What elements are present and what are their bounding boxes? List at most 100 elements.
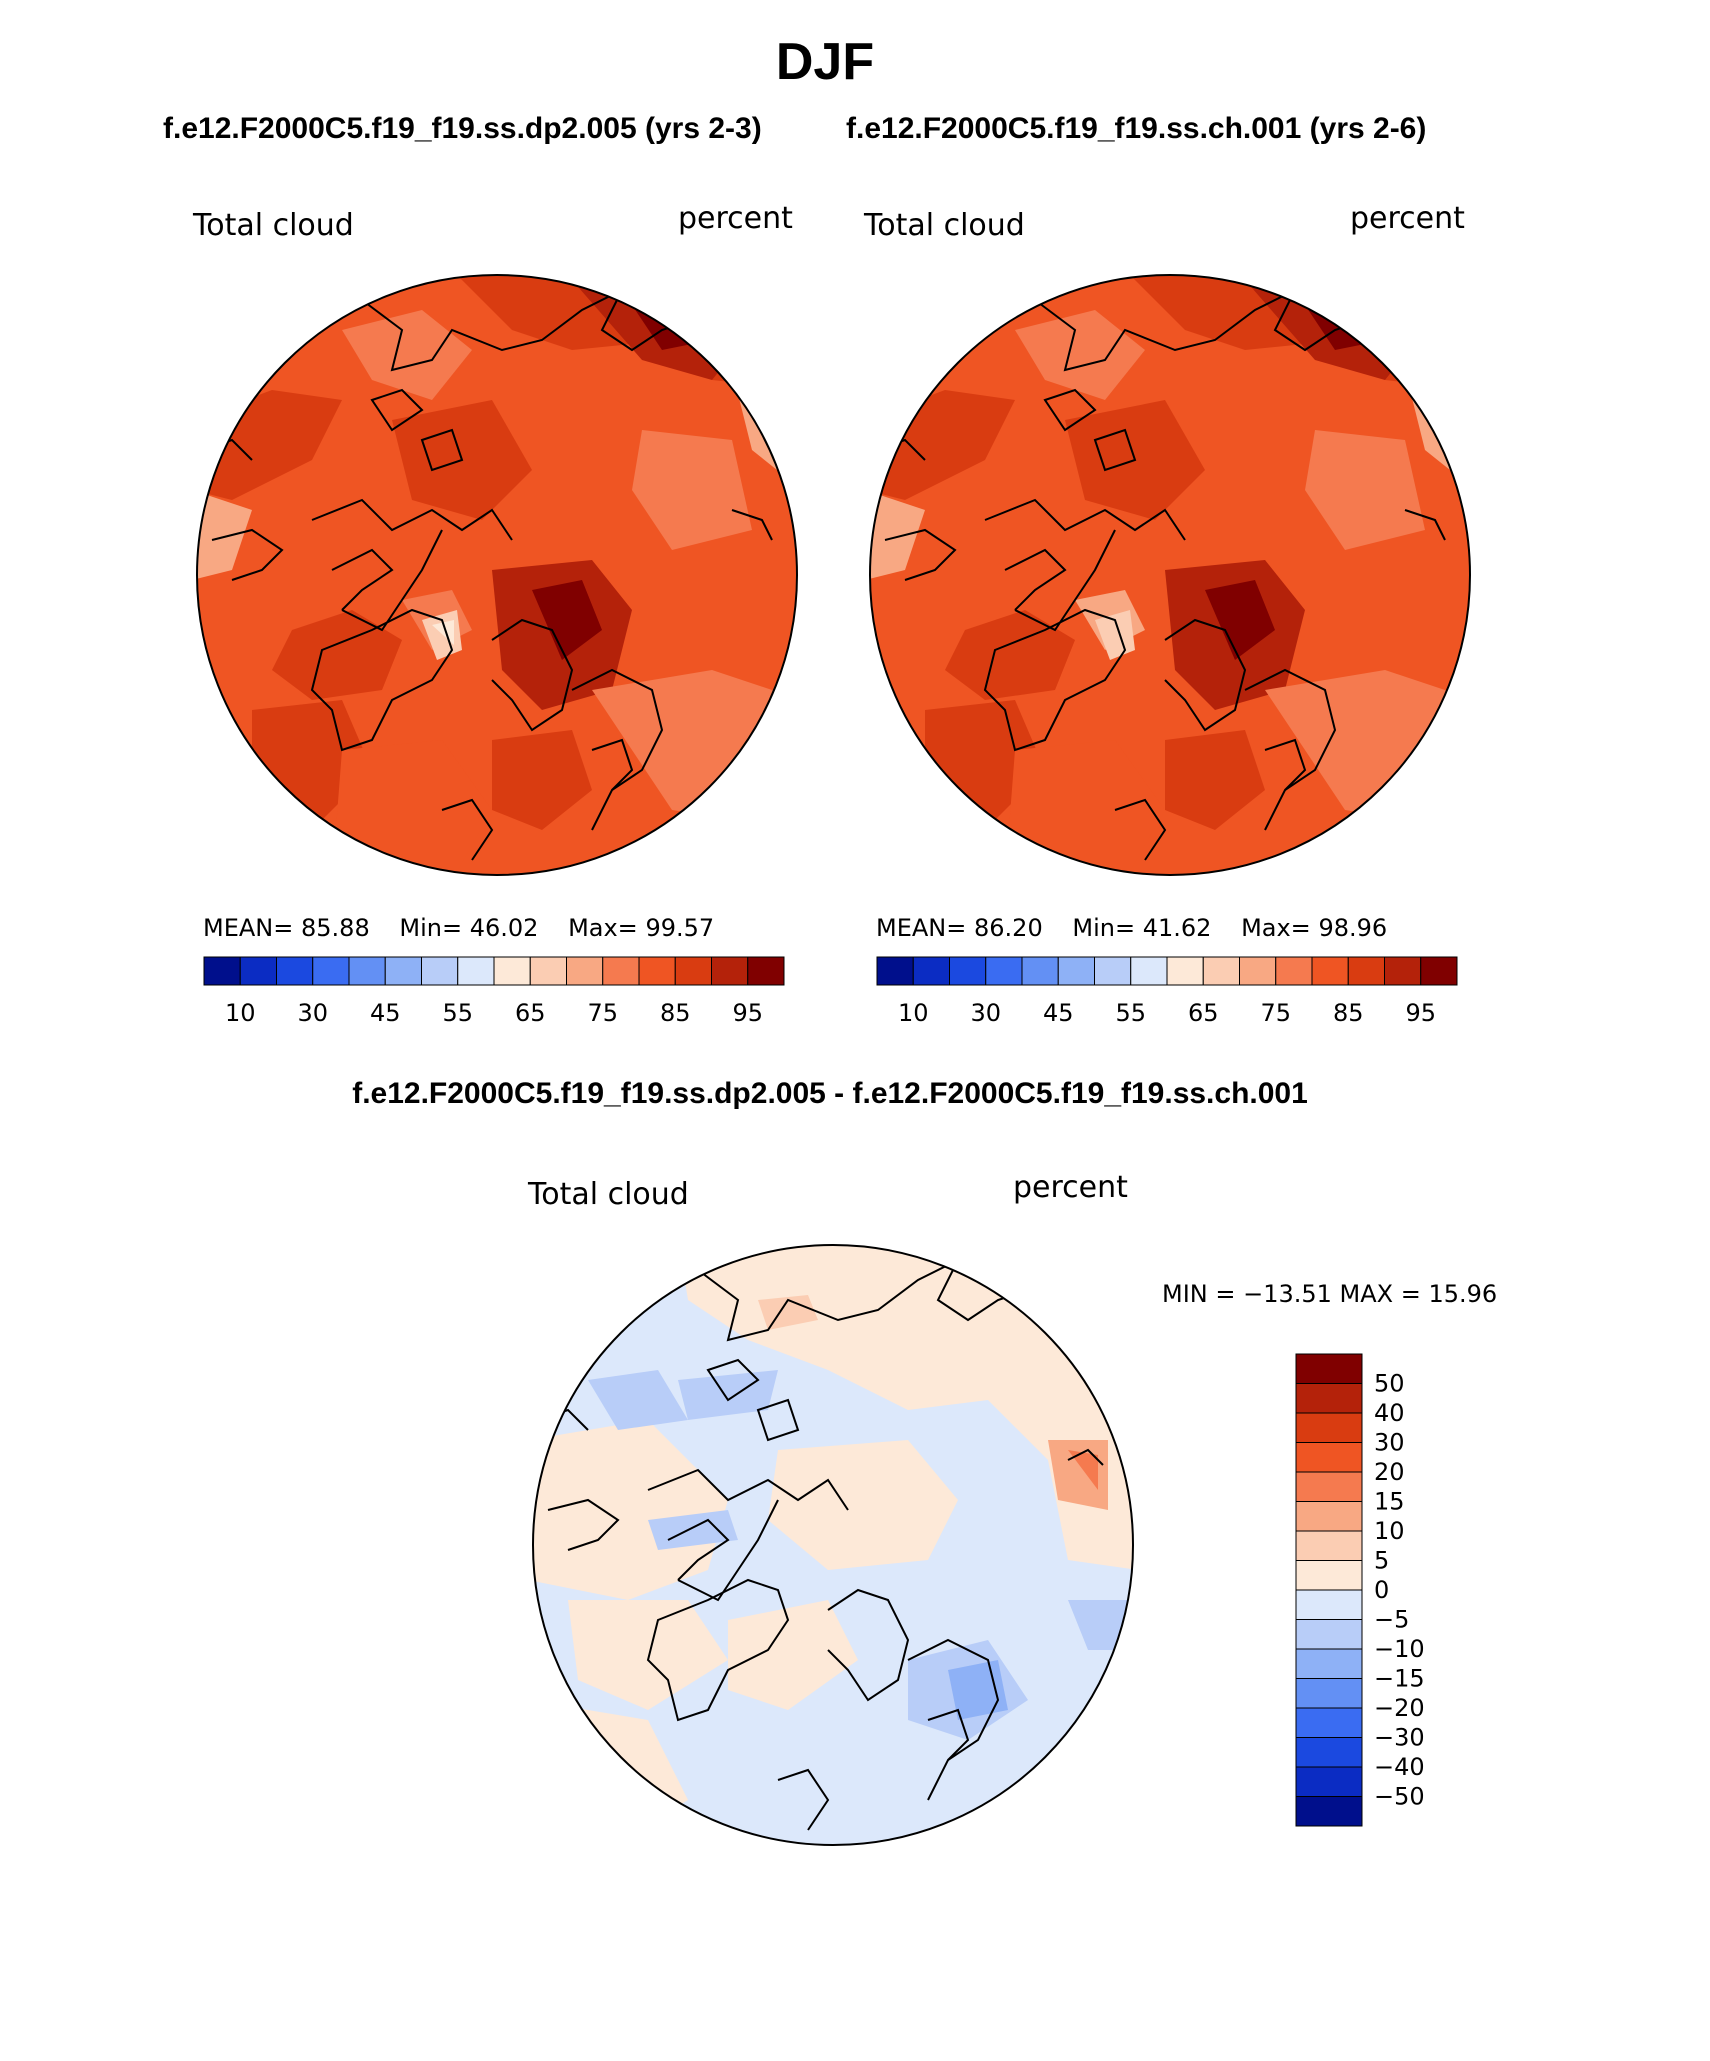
left-colorbar-swatch [493, 956, 531, 986]
difference-colorbar-swatch [1295, 1471, 1363, 1502]
left-colorbar-ticks: 10 30 45 55 65 75 85 95 [225, 999, 763, 1027]
left-colorbar-tick-label: 95 [732, 999, 763, 1027]
diff-variable-label: Total cloud [528, 1177, 689, 1212]
difference-colorbar-swatch [1295, 1648, 1363, 1679]
diff-minmax: MIN = −13.51 MAX = 15.96 [1162, 1280, 1498, 1308]
difference-colorbar-swatch [1295, 1796, 1363, 1827]
right-colorbar-ticks: 10 30 45 55 65 75 85 95 [898, 999, 1436, 1027]
difference-colorbar-swatch [1295, 1678, 1363, 1709]
difference-polar-map [532, 1244, 1134, 1846]
right-colorbar-swatch [1311, 956, 1349, 986]
right-colorbar-tick-label: 85 [1333, 999, 1364, 1027]
difference-colorbar-tick-label: 0 [1374, 1576, 1389, 1604]
left-min-label: Min= [399, 914, 463, 942]
right-min-value: 41.62 [1142, 914, 1212, 942]
right-case-subtitle: f.e12.F2000C5.f19_f19.ss.ch.001 (yrs 2-6… [846, 112, 1427, 145]
left-colorbar-swatch [566, 956, 604, 986]
difference-colorbar-swatch [1295, 1353, 1363, 1384]
left-colorbar-tick-label: 55 [442, 999, 473, 1027]
left-colorbar-tick-label: 45 [370, 999, 401, 1027]
difference-colorbar-tick-label: −10 [1374, 1635, 1425, 1663]
right-colorbar: 10 30 45 55 65 75 85 95 [876, 956, 1458, 1027]
difference-colorbar-swatch [1295, 1442, 1363, 1473]
difference-colorbar-swatch [1295, 1501, 1363, 1532]
right-colorbar-tick-label: 75 [1260, 999, 1291, 1027]
difference-colorbar-tick-label: 10 [1374, 1517, 1405, 1545]
left-colorbar: 10 30 45 55 65 75 85 95 [203, 956, 785, 1027]
right-colorbar-swatch [912, 956, 950, 986]
right-colorbar-swatch [985, 956, 1023, 986]
right-colorbar-tick-label: 10 [898, 999, 929, 1027]
right-colorbar-swatch [1384, 956, 1422, 986]
right-polar-map [869, 274, 1471, 876]
left-stats: MEAN= 85.88 Min= 46.02 Max= 99.57 [203, 914, 714, 942]
left-colorbar-swatch [457, 956, 495, 986]
left-colorbar-swatch [384, 956, 422, 986]
right-colorbar-swatch [1166, 956, 1204, 986]
right-colorbar-swatch [1094, 956, 1132, 986]
difference-colorbar-swatch [1295, 1707, 1363, 1738]
right-colorbar-swatch [876, 956, 914, 986]
left-case-subtitle: f.e12.F2000C5.f19_f19.ss.dp2.005 (yrs 2-… [163, 112, 762, 145]
difference-colorbar-tick-label: 30 [1374, 1429, 1405, 1457]
difference-colorbar-tick-label: 5 [1374, 1547, 1389, 1575]
difference-colorbar-swatch [1295, 1383, 1363, 1414]
difference-colorbar-tick-label: 50 [1374, 1370, 1405, 1398]
left-mean-value: 85.88 [301, 914, 370, 942]
right-colorbar-swatch [1057, 956, 1095, 986]
difference-colorbar-swatch [1295, 1619, 1363, 1650]
difference-colorbar-swatch [1295, 1412, 1363, 1443]
right-max-value: 98.96 [1318, 914, 1388, 942]
right-colorbar-swatch [1202, 956, 1240, 986]
right-colorbar-swatch [1420, 956, 1458, 986]
left-colorbar-swatch [529, 956, 567, 986]
right-colorbar-swatch [1239, 956, 1277, 986]
left-colorbar-swatches [203, 956, 785, 986]
left-colorbar-tick-label: 30 [297, 999, 328, 1027]
right-colorbar-swatch [1021, 956, 1059, 986]
difference-colorbar-tick-label: −5 [1374, 1606, 1409, 1634]
left-polar-map [196, 274, 798, 876]
left-colorbar-swatch [747, 956, 785, 986]
left-colorbar-swatch [312, 956, 350, 986]
right-colorbar-swatch [949, 956, 987, 986]
left-colorbar-swatch [348, 956, 386, 986]
difference-colorbar-tick-label: 40 [1374, 1399, 1405, 1427]
right-stats: MEAN= 86.20 Min= 41.62 Max= 98.96 [876, 914, 1387, 942]
right-colorbar-tick-label: 30 [970, 999, 1001, 1027]
figure-title: DJF [775, 33, 875, 91]
left-units-label: percent [678, 201, 793, 236]
left-mean-label: MEAN= [203, 914, 294, 942]
left-colorbar-tick-label: 10 [225, 999, 256, 1027]
difference-colorbar-swatch [1295, 1589, 1363, 1620]
right-variable-label: Total cloud [864, 208, 1025, 243]
difference-title: f.e12.F2000C5.f19_f19.ss.dp2.005 - f.e12… [352, 1077, 1308, 1110]
right-colorbar-tick-label: 65 [1188, 999, 1219, 1027]
right-max-label: Max= [1241, 914, 1311, 942]
right-colorbar-swatch [1347, 956, 1385, 986]
difference-colorbar-swatch [1295, 1766, 1363, 1797]
difference-colorbar-tick-label: 20 [1374, 1458, 1405, 1486]
left-colorbar-swatch [674, 956, 712, 986]
difference-colorbar-tick-label: −30 [1374, 1724, 1425, 1752]
left-max-value: 99.57 [645, 914, 715, 942]
right-colorbar-tick-label: 45 [1043, 999, 1074, 1027]
difference-colorbar-swatch [1295, 1530, 1363, 1561]
left-colorbar-tick-label: 85 [660, 999, 691, 1027]
left-colorbar-swatch [638, 956, 676, 986]
difference-colorbar-tick-label: −15 [1374, 1665, 1425, 1693]
difference-colorbar-swatch [1295, 1737, 1363, 1768]
right-units-label: percent [1350, 201, 1465, 236]
left-min-value: 46.02 [469, 914, 539, 942]
right-colorbar-tick-label: 95 [1405, 999, 1436, 1027]
right-colorbar-swatch [1275, 956, 1313, 986]
left-colorbar-swatch [711, 956, 749, 986]
right-mean-label: MEAN= [876, 914, 967, 942]
left-colorbar-swatch [276, 956, 314, 986]
left-colorbar-tick-label: 65 [515, 999, 546, 1027]
difference-colorbar-tick-label: 15 [1374, 1488, 1405, 1516]
left-max-label: Max= [568, 914, 638, 942]
left-colorbar-swatch [239, 956, 277, 986]
